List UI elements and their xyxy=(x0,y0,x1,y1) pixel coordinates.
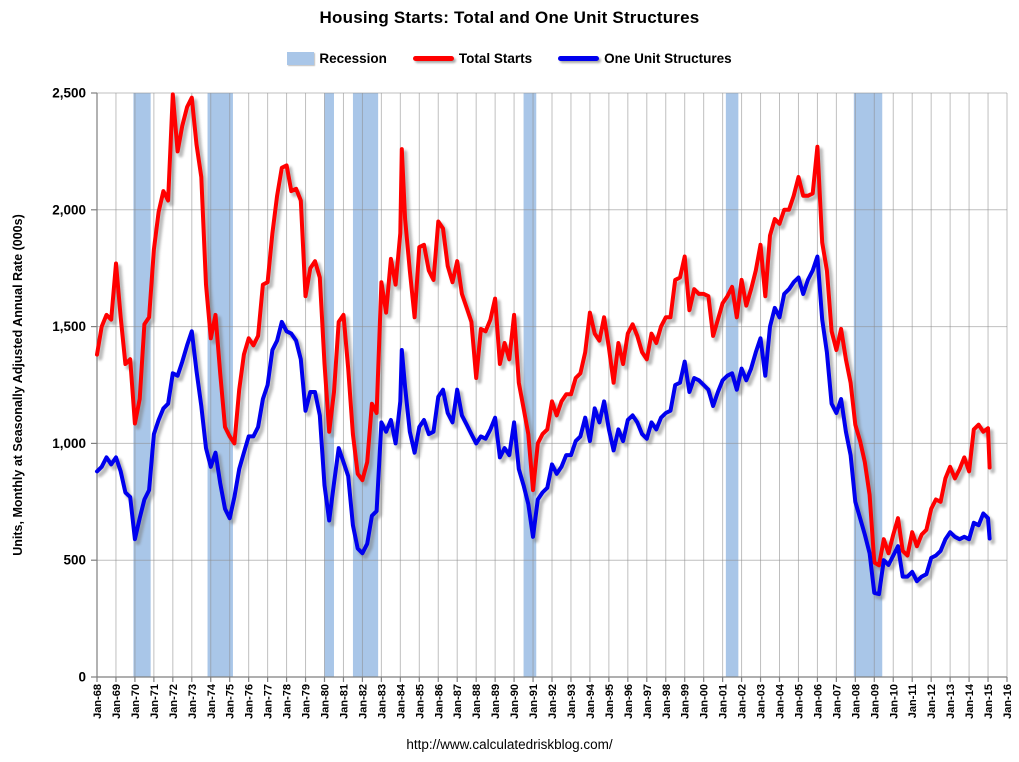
legend-label-recession: Recession xyxy=(319,51,387,66)
legend-item-total-starts: Total Starts xyxy=(412,51,533,66)
x-tick-label: Jan-68 xyxy=(92,684,104,719)
recession-band xyxy=(352,93,379,677)
x-tick-label: Jan-98 xyxy=(661,684,673,719)
series-line-total-starts xyxy=(95,92,992,568)
y-tick-label: 500 xyxy=(63,553,86,568)
x-tick-label: Jan-97 xyxy=(642,684,654,719)
x-tick-label: Jan-12 xyxy=(926,684,938,719)
x-tick-label: Jan-72 xyxy=(168,684,180,719)
x-tick-label: Jan-85 xyxy=(414,684,426,719)
legend-label-total-starts: Total Starts xyxy=(458,51,533,66)
x-tick-label: Jan-10 xyxy=(888,684,900,719)
x-tick-label: Jan-80 xyxy=(320,684,332,719)
y-tick-label: 2,000 xyxy=(52,202,86,217)
y-tick-label: 1,500 xyxy=(52,319,86,334)
x-tick-label: Jan-90 xyxy=(509,684,521,719)
series-shadow-one-unit xyxy=(97,257,996,601)
y-tick-label: 2,500 xyxy=(52,86,86,101)
x-tick-label: Jan-73 xyxy=(187,684,199,719)
x-tick-label: Jan-99 xyxy=(680,684,692,719)
x-tick-label: Jan-94 xyxy=(585,683,597,719)
x-tick-label: Jan-71 xyxy=(149,684,161,719)
x-tick-label: Jan-69 xyxy=(111,684,123,719)
x-tick-label: Jan-89 xyxy=(490,684,502,719)
x-tick-label: Jan-88 xyxy=(471,684,483,719)
x-tick-label: Jan-11 xyxy=(907,684,919,718)
x-tick-label: Jan-95 xyxy=(604,684,616,719)
x-tick-label: Jan-07 xyxy=(831,684,843,719)
y-tick-label: 0 xyxy=(78,670,86,685)
source-url: http://www.calculatedriskblog.com/ xyxy=(406,737,613,752)
x-tick-label: Jan-87 xyxy=(452,684,464,719)
x-tick-label: Jan-03 xyxy=(756,684,768,719)
x-tick-label: Jan-96 xyxy=(623,684,635,719)
x-tick-label: Jan-00 xyxy=(699,684,711,719)
recession-band xyxy=(523,93,537,677)
x-tick-label: Jan-08 xyxy=(850,684,862,719)
x-tick-label: Jan-14 xyxy=(964,683,976,719)
legend-label-one-unit: One Unit Structures xyxy=(604,51,732,66)
x-tick-label: Jan-70 xyxy=(130,684,142,719)
chart-legend: Recession Total Starts One Unit Structur… xyxy=(0,51,1019,66)
x-tick-label: Jan-83 xyxy=(376,684,388,719)
x-tick-label: Jan-81 xyxy=(338,684,350,719)
page-title: Housing Starts: Total and One Unit Struc… xyxy=(319,8,700,27)
x-tick-label: Jan-92 xyxy=(547,684,559,719)
recession-band xyxy=(725,93,739,677)
legend-item-recession: Recession xyxy=(287,51,387,66)
x-tick-label: Jan-91 xyxy=(528,684,540,719)
x-tick-label: Jan-74 xyxy=(206,683,218,719)
x-tick-label: Jan-86 xyxy=(433,684,445,719)
x-tick-label: Jan-04 xyxy=(775,683,787,719)
x-tick-label: Jan-75 xyxy=(225,684,237,719)
x-tick-label: Jan-93 xyxy=(566,684,578,719)
recession-swatch-icon xyxy=(287,52,315,65)
x-tick-label: Jan-09 xyxy=(869,684,881,719)
total-starts-line-icon xyxy=(412,56,454,61)
x-tick-label: Jan-02 xyxy=(737,684,749,719)
one-unit-line-icon xyxy=(558,56,600,61)
x-tick-label: Jan-15 xyxy=(983,684,995,719)
x-tick-label: Jan-01 xyxy=(718,684,730,719)
x-tick-label: Jan-16 xyxy=(1002,684,1014,719)
x-tick-label: Jan-77 xyxy=(263,684,275,719)
x-tick-label: Jan-82 xyxy=(357,684,369,719)
x-tick-label: Jan-05 xyxy=(793,684,805,719)
x-tick-label: Jan-13 xyxy=(945,684,957,719)
x-tick-label: Jan-84 xyxy=(395,683,407,719)
series-line-one-unit xyxy=(95,254,992,597)
y-tick-label: 1,000 xyxy=(52,436,86,451)
x-tick-label: Jan-78 xyxy=(282,684,294,719)
y-axis-title: Units, Monthly at Seasonally Adjusted An… xyxy=(11,214,25,556)
x-tick-label: Jan-76 xyxy=(244,684,256,719)
legend-item-one-unit: One Unit Structures xyxy=(558,51,732,66)
x-tick-label: Jan-06 xyxy=(812,684,824,719)
series-shadow-total-starts xyxy=(97,95,996,572)
x-tick-label: Jan-79 xyxy=(301,684,313,719)
